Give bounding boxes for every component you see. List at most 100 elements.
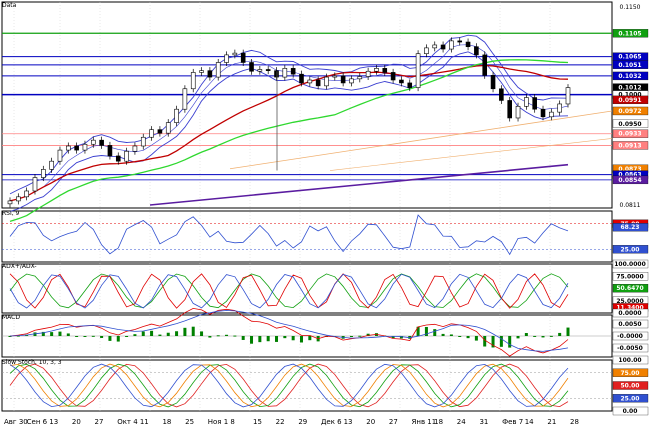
macd-histogram-bar [566, 327, 570, 336]
x-axis-label: Фев 7 [502, 418, 523, 426]
stoch-tag: 50.00 [621, 383, 640, 390]
candle-body [165, 122, 171, 134]
candle-body [182, 88, 188, 110]
macd-histogram-bar [299, 336, 303, 343]
stoch-tag: 25.00 [621, 395, 640, 402]
candle-body [415, 53, 421, 88]
candle-body [149, 129, 154, 138]
adx-line [9, 273, 569, 309]
macd-tag-background [612, 331, 649, 341]
macd-tag-background [612, 319, 649, 329]
candle-body [299, 73, 304, 84]
price-tag: 0.1012 [618, 85, 641, 92]
macd-histogram-bar [558, 332, 562, 336]
macd-histogram-bar [183, 327, 187, 336]
candle-body [365, 70, 371, 77]
price-tag: 0.0854 [618, 177, 641, 184]
macd-histogram-bar [283, 336, 287, 339]
price-tag-background [612, 95, 649, 105]
rsi-tag-background [612, 223, 649, 232]
macd-panel-title: MACD [2, 314, 20, 321]
candle-body [32, 177, 38, 192]
candle-body [16, 196, 21, 202]
x-axis-label: 8 [230, 418, 234, 426]
macd-histogram-bar [349, 336, 353, 337]
macd-histogram-bar [83, 336, 87, 337]
x-axis-label: Окт 4 [117, 418, 138, 426]
stoch-tag: 75.00 [621, 370, 640, 377]
adx-panel [9, 273, 569, 309]
candle-body [549, 111, 554, 118]
candle-body [7, 200, 13, 205]
x-axis-label: 24 [457, 418, 466, 426]
candle-body [190, 72, 196, 90]
macd-histogram-bar [491, 336, 495, 348]
adx-tag: 50.6470 [616, 285, 643, 292]
adx-panel-title: ADX+/ADX- [2, 263, 37, 270]
x-axis-label: 20 [366, 418, 375, 426]
x-axis-label: 27 [389, 418, 398, 426]
adx-frame [1, 263, 613, 314]
stoch-line [9, 363, 569, 408]
x-axis-label: Сен 6 [27, 418, 48, 426]
ma-long-line [149, 163, 569, 206]
macd-histogram-bar [33, 332, 37, 336]
macd-tag: 0.0050 [618, 321, 641, 328]
macd-histogram-bar [225, 334, 229, 336]
x-axis-label: 29 [298, 418, 307, 426]
candle-body [507, 100, 513, 119]
rsi-tag: 25.00 [621, 246, 640, 253]
x-axis-label: 14 [525, 418, 534, 426]
candle-body [307, 79, 313, 84]
macd-histogram-bar [541, 336, 545, 338]
rsi-panel-title: RSI, 9 [2, 210, 20, 217]
macd-histogram-bar [483, 336, 487, 347]
stoch-tag-background [612, 368, 649, 377]
macd-histogram-bar [291, 336, 295, 341]
macd-histogram-bar [208, 336, 212, 338]
ma-short-line [9, 64, 569, 202]
macd-histogram-bar [424, 326, 428, 336]
price-tag: 0.0913 [618, 142, 641, 149]
x-axis-label: Авг 30 [4, 418, 28, 426]
candle-body [390, 72, 396, 81]
macd-histogram-bar [16, 335, 20, 337]
stoch-frame [1, 359, 613, 412]
candle-body [82, 143, 88, 151]
candle-body [174, 108, 179, 123]
adx-tag-background [612, 272, 649, 281]
price-tag: 0.0863 [618, 172, 641, 179]
candle-body [57, 149, 63, 162]
adx-tag: 11.3400 [616, 304, 643, 311]
candle-body [565, 87, 571, 105]
candle-body [532, 97, 537, 110]
adx-tag: 25.0000 [616, 298, 643, 305]
price-tag: 0.0950 [618, 121, 641, 128]
x-axis-label: 13 [344, 418, 353, 426]
price-tag-background [612, 106, 649, 116]
candle-body [282, 68, 288, 78]
price-tag: 0.1105 [618, 30, 641, 37]
macd-histogram-bar [200, 331, 204, 336]
rsi-panel [2, 214, 612, 256]
macd-histogram-bar [175, 331, 179, 336]
price-tag: 0.0873 [618, 166, 641, 173]
candle-body [440, 44, 446, 50]
macd-histogram-bar [141, 331, 145, 336]
candle-body [274, 70, 279, 78]
macd-panel [2, 307, 612, 357]
candle-body [332, 75, 338, 78]
candle-body [432, 44, 438, 49]
macd-tag: -0.0050 [617, 345, 643, 352]
x-axis-label: 20 [72, 418, 81, 426]
macd-tag-background [612, 343, 649, 353]
price-tag-background [612, 129, 649, 138]
candle-body [515, 105, 521, 119]
candle-body [215, 62, 221, 78]
price-tag-background [612, 119, 649, 128]
macd-histogram-bar [499, 336, 503, 347]
macd-histogram-bar [125, 336, 129, 337]
macd-histogram-bar [41, 331, 45, 336]
x-axis-label: Дек 6 [321, 418, 342, 426]
x-axis-label: 27 [95, 418, 104, 426]
